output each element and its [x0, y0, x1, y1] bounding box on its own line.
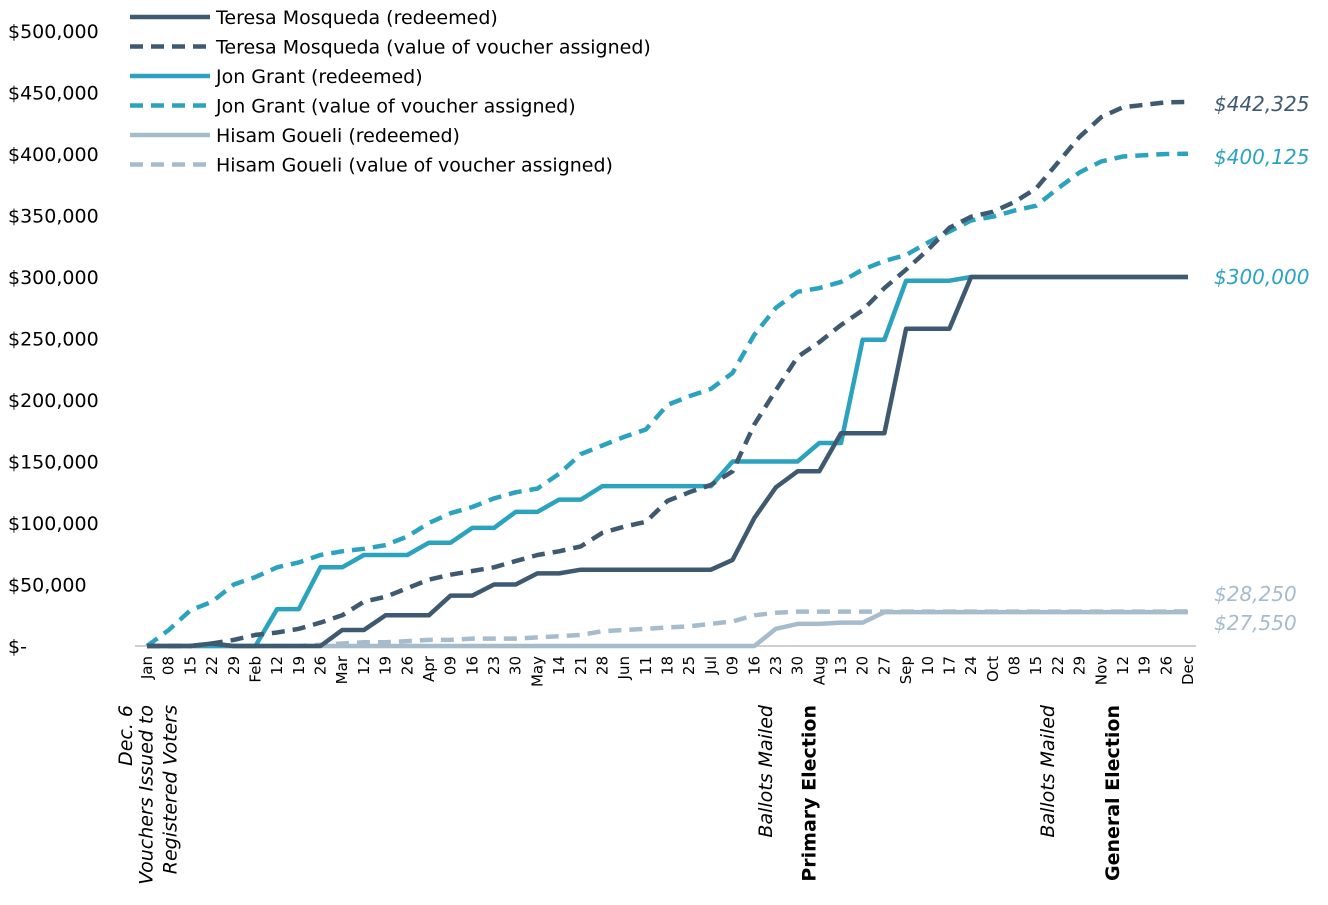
x-tick-label: Feb	[246, 656, 264, 683]
x-tick-label: 16	[463, 656, 481, 675]
x-tick-label: Apr	[420, 655, 438, 682]
x-tick-label: Jun	[615, 656, 633, 680]
x-tick-label: 26	[1157, 656, 1175, 675]
event-annotation: Registered Voters	[160, 705, 182, 874]
end-value-label: $28,250	[1214, 582, 1297, 606]
legend-label: Hisam Goueli (redeemed)	[216, 125, 460, 147]
x-tick-label: Jan	[138, 656, 156, 680]
x-tick-label: 22	[1049, 656, 1067, 675]
y-tick-label: $450,000	[8, 83, 99, 105]
x-tick-label: Nov	[1092, 656, 1110, 685]
x-tick-label: 19	[290, 656, 308, 675]
y-tick-label: $400,000	[8, 144, 99, 166]
x-tick-label: Aug	[810, 656, 828, 685]
x-tick-label: Sep	[897, 656, 915, 684]
x-tick-label: 29	[225, 656, 243, 675]
x-tick-label: 14	[550, 656, 568, 675]
event-annotation: Ballots Mailed	[755, 704, 777, 838]
y-tick-label: $200,000	[8, 390, 99, 412]
x-tick-label: 12	[355, 656, 373, 675]
x-tick-label: 12	[1114, 656, 1132, 675]
y-tick-label: $350,000	[8, 206, 99, 228]
x-tick-label: 08	[1006, 656, 1024, 675]
x-tick-label: 19	[1136, 656, 1154, 675]
series-line-jon-grant-value-of-voucher-assigned	[145, 151, 1189, 648]
legend-label: Teresa Mosqueda (redeemed)	[215, 7, 498, 29]
x-tick-label: 09	[724, 656, 742, 675]
end-value-label: $400,125	[1214, 145, 1309, 169]
x-tick-label: 24	[962, 656, 980, 675]
x-tick-label: 16	[745, 656, 763, 675]
x-tick-label: Jul	[702, 656, 720, 675]
event-annotation: Vouchers Issued to	[136, 705, 158, 885]
x-tick-label: 23	[485, 656, 503, 675]
x-tick-label: Mar	[333, 655, 351, 684]
x-tick-label: 11	[637, 656, 655, 675]
x-tick-label: 30	[507, 656, 525, 675]
x-tick-label: 15	[181, 656, 199, 675]
event-annotation: Dec. 6	[115, 705, 137, 766]
series-line-teresa-mosqueda-redeemed	[147, 274, 1188, 649]
x-tick-label: 26	[398, 656, 416, 675]
y-tick-label: $300,000	[8, 267, 99, 289]
x-tick-label: 10	[919, 656, 937, 675]
x-tick-label: 17	[940, 656, 958, 675]
y-tick-label: $150,000	[8, 452, 99, 474]
series-line-jon-grant-redeemed	[147, 274, 1188, 649]
x-tick-label: Oct	[984, 656, 1002, 682]
x-tick-label: 27	[875, 656, 893, 675]
x-tick-label: 08	[160, 656, 178, 675]
end-value-label: $27,550	[1214, 611, 1297, 635]
y-tick-label: $50,000	[8, 575, 87, 597]
series-line-teresa-mosqueda-value-of-voucher-assigned	[147, 99, 1189, 649]
legend-label: Jon Grant (redeemed)	[215, 66, 423, 88]
x-tick-label: May	[528, 656, 546, 687]
x-tick-label: 15	[1027, 656, 1045, 675]
event-annotation: Primary Election	[798, 705, 820, 882]
y-tick-label: $-	[8, 636, 27, 658]
x-tick-label: 21	[572, 656, 590, 675]
x-tick-label: 22	[203, 656, 221, 675]
y-tick-label: $500,000	[8, 21, 99, 43]
x-tick-label: 12	[268, 656, 286, 675]
y-tick-label: $250,000	[8, 329, 99, 351]
x-tick-label: 30	[789, 656, 807, 675]
x-tick-label: 18	[659, 656, 677, 675]
x-tick-label: 19	[377, 656, 395, 675]
y-tick-label: $100,000	[8, 513, 99, 535]
x-tick-label: 28	[593, 656, 611, 675]
x-tick-label: 29	[1071, 656, 1089, 675]
x-tick-label: 23	[767, 656, 785, 675]
end-value-label: $300,000	[1214, 265, 1309, 289]
x-tick-label: 26	[312, 656, 330, 675]
x-tick-label: Dec	[1179, 656, 1197, 685]
legend-label: Hisam Goueli (value of voucher assigned)	[216, 155, 613, 177]
x-tick-label: 25	[680, 656, 698, 675]
x-tick-label: 09	[442, 656, 460, 675]
legend-label: Jon Grant (value of voucher assigned)	[215, 96, 576, 118]
event-annotation: Ballots Mailed	[1037, 704, 1059, 838]
legend-label: Teresa Mosqueda (value of voucher assign…	[215, 37, 651, 59]
x-tick-label: 13	[832, 656, 850, 675]
event-annotation: General Election	[1102, 705, 1124, 881]
x-tick-label: 20	[854, 656, 872, 675]
end-value-label: $442,325	[1214, 92, 1309, 116]
